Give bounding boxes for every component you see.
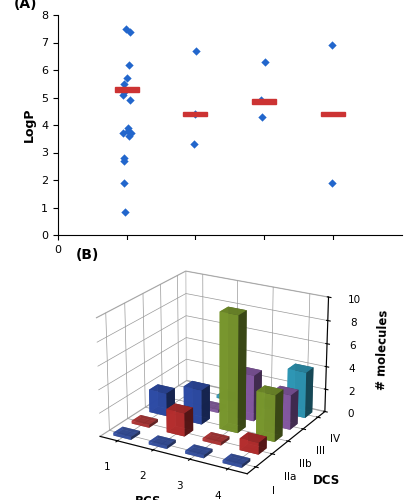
Point bbox=[328, 178, 335, 186]
Point bbox=[124, 124, 131, 132]
Text: (A): (A) bbox=[13, 0, 37, 10]
Point bbox=[259, 112, 265, 120]
Legend: Distribution, Median: Distribution, Median bbox=[135, 268, 323, 286]
FancyBboxPatch shape bbox=[252, 99, 275, 104]
Point bbox=[125, 60, 132, 68]
Point bbox=[127, 28, 133, 36]
Point bbox=[124, 74, 131, 82]
FancyBboxPatch shape bbox=[183, 112, 207, 116]
Point bbox=[257, 96, 264, 104]
Point bbox=[261, 58, 268, 66]
Point bbox=[192, 47, 198, 55]
Point bbox=[120, 80, 127, 88]
Point bbox=[190, 140, 197, 148]
Point bbox=[122, 24, 129, 33]
Point bbox=[126, 96, 133, 104]
Point bbox=[120, 88, 127, 96]
Point bbox=[121, 157, 127, 165]
X-axis label: Lipid Formulation Class: Lipid Formulation Class bbox=[147, 260, 311, 274]
Point bbox=[119, 91, 126, 99]
Point bbox=[121, 208, 128, 216]
FancyBboxPatch shape bbox=[114, 87, 138, 92]
Text: (B): (B) bbox=[76, 248, 99, 262]
FancyBboxPatch shape bbox=[320, 112, 344, 116]
Point bbox=[126, 132, 133, 140]
Point bbox=[127, 129, 133, 137]
Point bbox=[121, 178, 127, 186]
Point bbox=[119, 129, 126, 137]
Point bbox=[191, 110, 198, 118]
Point bbox=[328, 42, 334, 50]
Point bbox=[125, 126, 131, 134]
Point bbox=[121, 154, 127, 162]
X-axis label: BCS: BCS bbox=[135, 496, 161, 500]
Y-axis label: LogP: LogP bbox=[22, 108, 36, 142]
Y-axis label: DCS: DCS bbox=[312, 474, 339, 486]
